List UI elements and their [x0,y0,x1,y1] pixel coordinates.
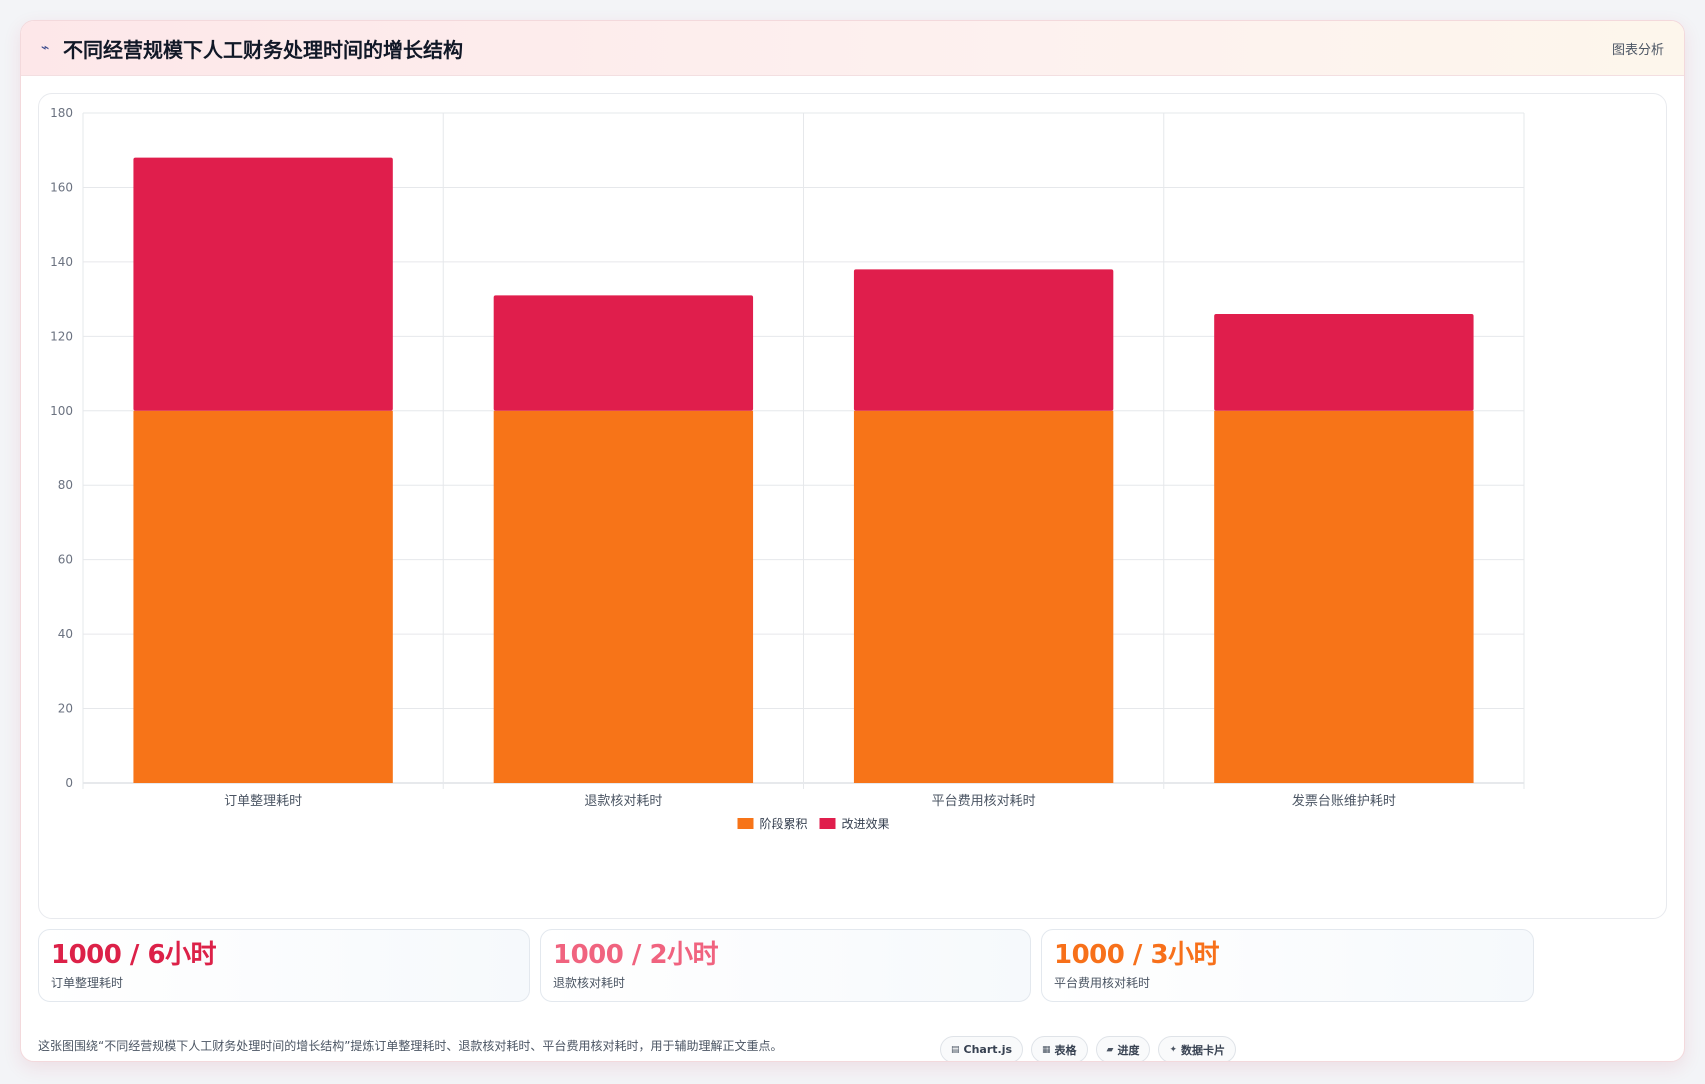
stat-label: 订单整理耗时 [51,976,124,990]
tag-label: 数据卡片 [1181,1043,1226,1057]
tag-list: ▤ Chart.js ▦ 表格 ▰ 进度 ✦ 数据卡片 [940,1036,1237,1061]
bar-stage-cumulative [493,410,754,783]
y-tick-label: 180 [50,106,73,120]
stat-value: 1000 / 3小时 [1054,940,1220,970]
x-tick-label: 平台费用核对耗时 [932,794,1036,809]
chart-panel: 0 20 40 60 80 100 120 140 160 180 订单整理耗时 退款核对耗时 平台费用… [38,93,1667,919]
chart-icon: ▤ [951,1044,960,1055]
tag-table[interactable]: ▦ 表格 [1031,1036,1088,1061]
chart-card: ⌁ 不同经营规模下人工财务处理时间的增长结构 图表分析 0 20 40 60 80 100… [20,20,1685,1062]
progress-icon: ▰ [1106,1044,1114,1055]
tag-data-card[interactable]: ✦ 数据卡片 [1158,1036,1237,1061]
y-tick-label: 40 [58,627,73,641]
y-tick-label: 120 [50,329,73,343]
stacked-bar-chart: 0 20 40 60 80 100 120 140 160 180 订单整理耗时 退款核对耗时 平台费用… [50,106,1525,831]
tag-label: 表格 [1054,1043,1077,1057]
bar-stage-cumulative [133,410,393,783]
stat-card-refund: 1000 / 2小时 退款核对耗时 [540,929,1031,1002]
chart-analysis-link[interactable]: 图表分析 [1611,42,1664,58]
y-tick-label: 100 [50,404,73,418]
sparkline-icon: ⌁ [41,40,50,56]
sparkle-icon: ✦ [1169,1044,1178,1055]
tag-label: Chart.js [963,1043,1013,1056]
y-tick-label: 60 [58,553,73,567]
tag-chartjs[interactable]: ▤ Chart.js [940,1036,1024,1061]
bar-improvement-effect [853,269,1114,411]
legend-swatch [819,818,836,829]
stat-value: 1000 / 6小时 [51,940,217,970]
chart-caption: 这张图围绕“不同经营规模下人工财务处理时间的增长结构”提炼订单整理耗时、退款核对… [38,1039,783,1053]
x-tick-label: 退款核对耗时 [584,794,662,809]
legend-label: 改进效果 [842,816,890,831]
y-tick-label: 0 [65,776,73,790]
tag-label: 进度 [1117,1043,1140,1057]
x-tick-label: 发票台账维护耗时 [1292,793,1396,809]
stat-card-order: 1000 / 6小时 订单整理耗时 [38,929,530,1002]
stat-card-platform-fee: 1000 / 3小时 平台费用核对耗时 [1041,929,1534,1002]
stat-label: 平台费用核对耗时 [1054,976,1151,990]
bar-improvement-effect [493,295,754,411]
y-tick-label: 20 [58,702,73,716]
bar-stage-cumulative [853,410,1114,783]
tag-progress[interactable]: ▰ 进度 [1095,1036,1151,1061]
legend-swatch [737,818,754,829]
stat-value: 1000 / 2小时 [553,940,719,970]
bar-improvement-effect [133,157,393,411]
x-tick-label: 订单整理耗时 [224,794,302,809]
y-tick-label: 160 [50,180,73,194]
title-group: ⌁ 不同经营规模下人工财务处理时间的增长结构 [41,34,463,63]
page-title: 不同经营规模下人工财务处理时间的增长结构 [63,37,463,62]
table-icon: ▦ [1042,1044,1051,1055]
stat-label: 退款核对耗时 [553,976,626,990]
y-tick-label: 80 [58,478,73,492]
y-tick-label: 140 [50,255,73,269]
legend-label: 阶段累积 [760,816,808,831]
card-header: ⌁ 不同经营规模下人工财务处理时间的增长结构 图表分析 [21,21,1684,76]
bar-improvement-effect [1214,314,1474,411]
bar-stage-cumulative [1214,410,1474,783]
